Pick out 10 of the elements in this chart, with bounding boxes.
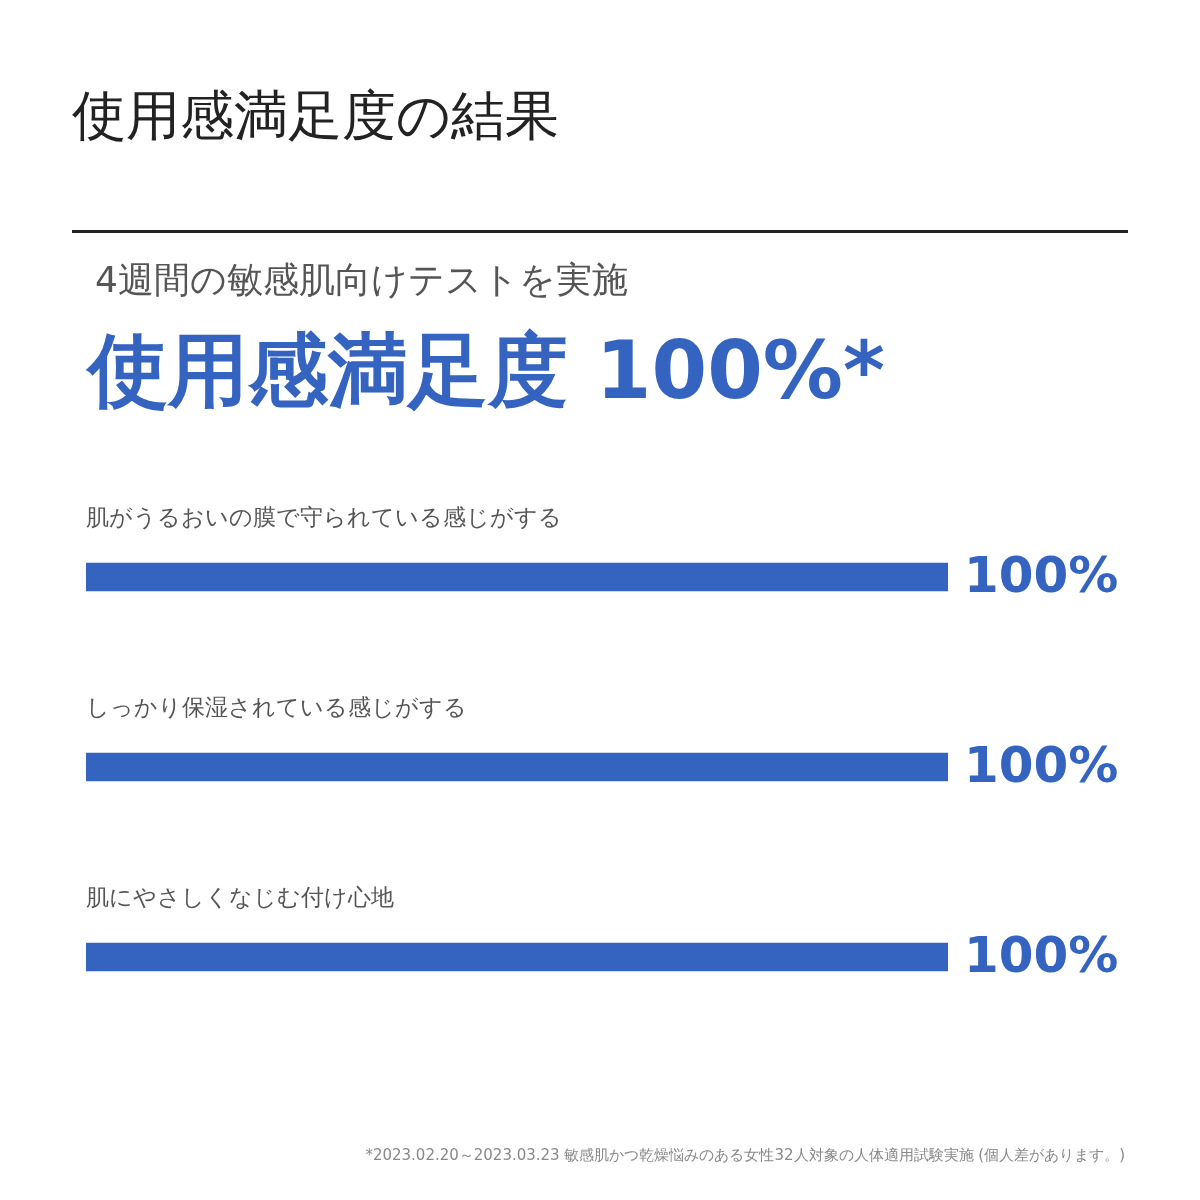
y-tick-label: しっかり保湿されている感じがする — [86, 693, 467, 720]
text: *2023.02.20～2023.03.23 敏感肌かつ乾燥悩みのある女性32人対象の人体適用試験実施 (個人差があります。) — [365, 1146, 1125, 1165]
data-label: 100% — [964, 925, 1119, 984]
data-label: 100% — [964, 545, 1119, 604]
text: 使用感満足度 100%* — [88, 323, 885, 419]
chart-subtitle: 4週間の敏感肌向けテストを実施 — [95, 258, 628, 302]
data-label: 100% — [964, 735, 1119, 794]
y-tick-label: 肌がうるおいの膜で守られている感じがする — [86, 503, 562, 530]
y-tick-label: 肌にやさしくなじむ付け心地 — [86, 883, 394, 910]
chart-title: 使用感満足度の結果 — [72, 83, 559, 149]
